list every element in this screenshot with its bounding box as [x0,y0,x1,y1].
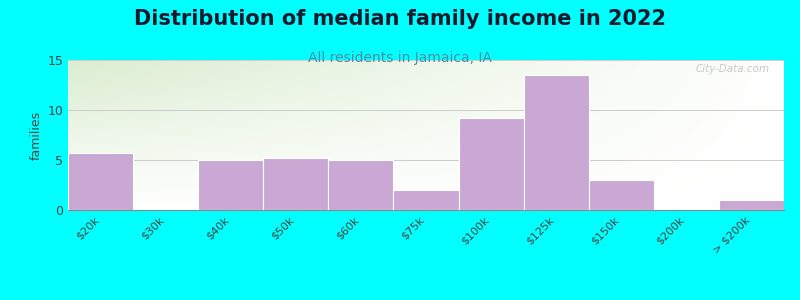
Text: All residents in Jamaica, IA: All residents in Jamaica, IA [308,51,492,65]
Bar [198,160,263,210]
Bar [589,180,654,210]
Bar [68,153,133,210]
Bar [263,158,328,210]
Bar [328,160,394,210]
Text: City-Data.com: City-Data.com [695,64,770,74]
Bar [458,118,524,210]
Bar [719,200,784,210]
Bar [524,75,589,210]
Text: Distribution of median family income in 2022: Distribution of median family income in … [134,9,666,29]
Bar [394,190,458,210]
Y-axis label: families: families [30,110,43,160]
